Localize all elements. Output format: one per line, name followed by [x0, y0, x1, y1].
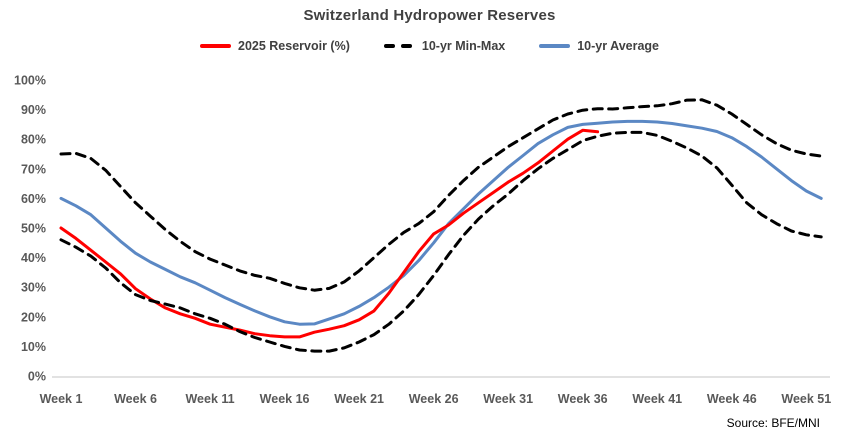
blue-line-swatch — [539, 44, 571, 48]
x-axis-tick-label: Week 46 — [707, 392, 757, 406]
legend-item-minmax: 10-yr Min-Max — [383, 39, 506, 53]
dashed-line-swatch — [383, 44, 415, 48]
x-axis-tick-label: Week 11 — [185, 392, 234, 406]
series-10-yr-max-line — [59, 98, 823, 292]
series-10-yr-average-line — [59, 119, 823, 326]
y-axis-tick-label: 80% — [21, 133, 46, 147]
legend-label-2025-reservoir: 2025 Reservoir (%) — [238, 39, 350, 53]
legend-label-average: 10-yr Average — [577, 39, 659, 53]
source-note: Source: BFE/MNI — [726, 416, 820, 430]
x-axis-tick-label: Week 36 — [558, 392, 608, 406]
y-axis-tick-label: 100% — [14, 74, 46, 88]
y-axis-tick-label: 30% — [21, 281, 46, 295]
y-axis-tick-label: 0% — [28, 370, 46, 384]
series-10-yr-min-line — [59, 130, 823, 353]
x-axis-tick-label: Week 31 — [483, 392, 533, 406]
red-line-swatch — [200, 44, 231, 48]
legend: 2025 Reservoir (%) 10-yr Min-Max 10-yr A… — [0, 39, 859, 53]
y-axis-tick-label: 90% — [21, 103, 46, 117]
y-axis-tick-label: 70% — [21, 162, 46, 176]
chart-title: Switzerland Hydropower Reserves — [303, 7, 556, 24]
x-axis-tick-label: Week 16 — [260, 392, 310, 406]
y-axis-tick-label: 50% — [21, 222, 46, 236]
x-axis-tick-label: Week 1 — [40, 392, 83, 406]
legend-item-2025-reservoir: 2025 Reservoir (%) — [200, 39, 350, 53]
x-axis-tick-label: Week 41 — [632, 392, 682, 406]
legend-label-minmax: 10-yr Min-Max — [421, 39, 506, 53]
x-axis-tick-label: Week 51 — [781, 392, 831, 406]
y-axis-tick-label: 40% — [21, 251, 46, 265]
legend-item-average: 10-yr Average — [539, 39, 659, 53]
x-axis-tick-label: Week 26 — [409, 392, 459, 406]
y-axis-tick-label: 60% — [21, 192, 46, 206]
x-axis-tick-label: Week 6 — [114, 392, 157, 406]
y-axis-tick-label: 20% — [21, 310, 46, 324]
x-axis-tick-label: Week 21 — [334, 392, 384, 406]
y-axis-tick-label: 10% — [21, 340, 46, 354]
